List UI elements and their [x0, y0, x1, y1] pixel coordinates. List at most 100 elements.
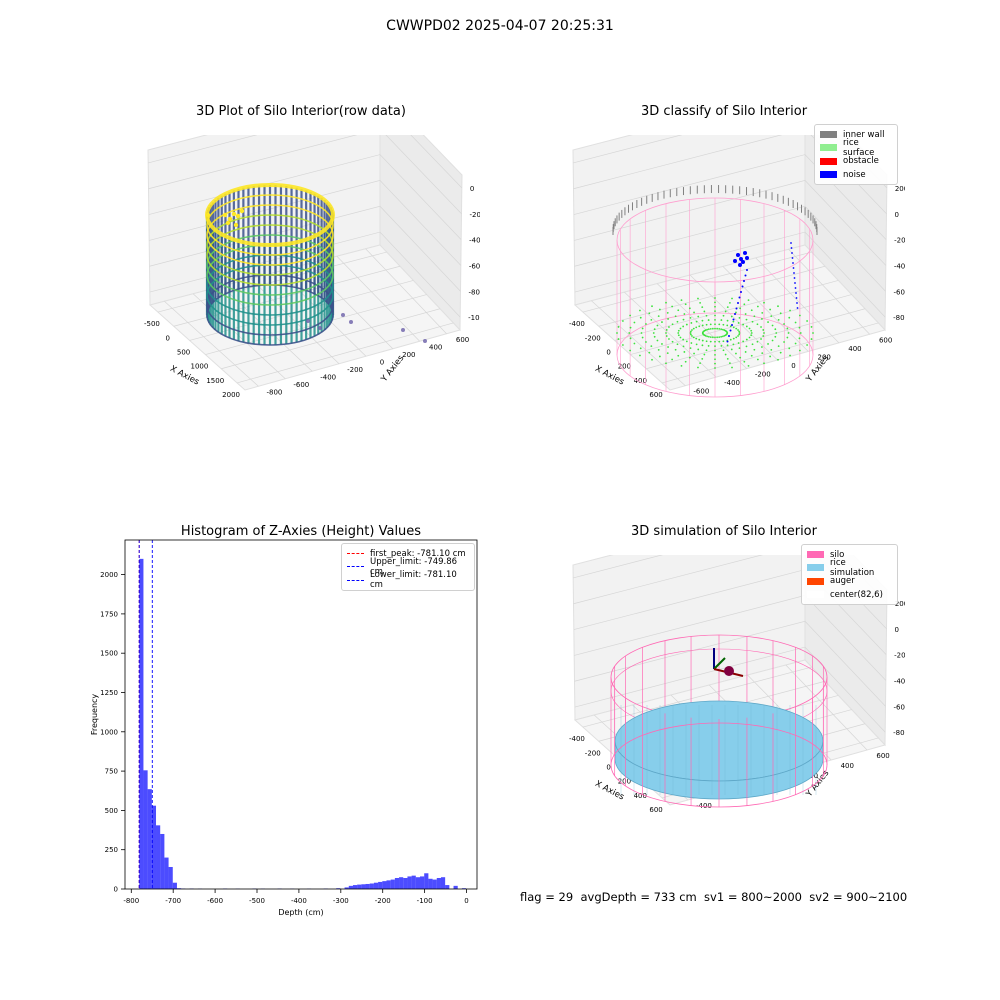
y-tick-label: 1250 [100, 689, 118, 697]
rice-surface-point [685, 323, 688, 326]
rice-surface-point [770, 348, 773, 351]
raw-point [341, 313, 345, 317]
rice-surface-point [697, 297, 699, 300]
rice-surface-point [648, 312, 651, 315]
legend-label: noise [843, 169, 866, 180]
x-tick-label: 600 [649, 806, 662, 814]
rice-surface-point [763, 332, 765, 334]
legend-swatch [347, 579, 364, 581]
rice-surface-point [629, 326, 632, 329]
legend-entry: Upper_limit: -749.86 cm [347, 557, 469, 577]
rice-surface-point [751, 320, 754, 323]
noise-point [795, 292, 797, 294]
y-tick-label: 1750 [100, 610, 118, 618]
rice-surface-point [779, 312, 782, 315]
rice-surface-point [701, 357, 704, 360]
grid-line [785, 664, 868, 751]
rice-surface-point [729, 338, 732, 341]
x-tick-label: 0 [606, 348, 610, 356]
y-tick-label: 1000 [100, 728, 118, 736]
rice-surface-point [705, 323, 708, 326]
rice-surface-point [745, 318, 748, 321]
x-tick-label: 400 [634, 792, 647, 800]
rice-surface-point [667, 318, 669, 320]
rice-surface-point [677, 329, 680, 332]
rice-surface-point [689, 332, 692, 334]
rice-surface-point [677, 332, 680, 334]
legend-entry: Lower_limit: -781.10 cm [347, 570, 469, 590]
rice-surface-point [699, 301, 702, 304]
noise-point [743, 251, 747, 255]
histogram-bar [386, 880, 391, 889]
z-tick-label: -200 [470, 211, 481, 219]
raw-point [222, 212, 228, 218]
rice-surface-point [690, 342, 693, 344]
rice-surface-point [806, 344, 808, 346]
z-tick-label: -200 [894, 652, 905, 660]
rice-surface-point [651, 358, 653, 361]
rice-surface-point [720, 335, 723, 338]
rice-surface-point [777, 358, 779, 361]
rice-surface-point [732, 320, 735, 323]
histogram-bar [348, 885, 353, 889]
legend-label: inner wall [843, 129, 885, 140]
rice-surface-point [761, 318, 763, 320]
rice-surface-point [665, 301, 667, 304]
rice-surface-point [698, 325, 701, 328]
rice-surface-point [742, 323, 745, 326]
rice-surface-point [810, 338, 813, 340]
rice-surface-point [695, 343, 698, 346]
y-tick-label: -400 [696, 802, 712, 810]
legend-label: silo [830, 549, 845, 560]
noise-point [796, 302, 798, 304]
raw-point [318, 326, 322, 330]
rice-surface-point [742, 340, 745, 343]
grid-line [574, 646, 886, 733]
y-tick-label: 0 [380, 358, 384, 366]
raw-point [239, 208, 245, 214]
raw-point [231, 211, 237, 217]
x-tick-label: 1000 [191, 363, 209, 371]
rice-surface-point [728, 301, 731, 304]
center-axis-y [713, 657, 726, 670]
rice-surface-point [798, 326, 801, 329]
rice-surface-point [705, 349, 708, 352]
x-tick-label: 1500 [206, 377, 224, 385]
rice-surface-point [701, 306, 704, 309]
legend-label: center(82,6) [830, 589, 883, 600]
rice-surface-point [691, 335, 693, 337]
legend-label: Lower_limit: -781.10 cm [370, 570, 457, 591]
legend-swatch [820, 131, 837, 139]
y-tick-label: 1500 [100, 650, 118, 658]
rice-surface-point [695, 320, 698, 323]
grid-line [149, 231, 461, 318]
rice-surface-point [732, 337, 735, 340]
rice-surface-point [726, 306, 729, 309]
rice-surface-point [718, 327, 721, 330]
legend-entry: silo [807, 548, 892, 561]
z-tick-label: 0 [470, 185, 474, 193]
z-tick-label: -1000 [468, 314, 480, 322]
y-tick-label: -600 [293, 381, 309, 389]
rice-surface-point [735, 311, 737, 314]
y-tick-label: 400 [841, 762, 854, 770]
figure-title: CWWPD02 2025-04-07 20:25:31 [386, 18, 614, 34]
noise-point [729, 329, 732, 332]
rice-surface-point [747, 364, 750, 367]
legend-swatch [807, 577, 824, 585]
rice-surface-point [709, 323, 712, 326]
grid-line [574, 205, 886, 292]
rice-surface-point [722, 314, 725, 317]
noise-point [791, 257, 794, 259]
x-tick-label: -400 [291, 897, 307, 905]
rice-surface-point [735, 336, 738, 339]
rice-surface-point [697, 348, 700, 351]
noise-point [791, 252, 793, 254]
wall-ring [206, 194, 334, 256]
rice-surface-point [743, 360, 746, 363]
rice-surface-point [729, 325, 732, 328]
rice-surface-point [738, 316, 741, 319]
rice-surface-point [774, 328, 777, 331]
